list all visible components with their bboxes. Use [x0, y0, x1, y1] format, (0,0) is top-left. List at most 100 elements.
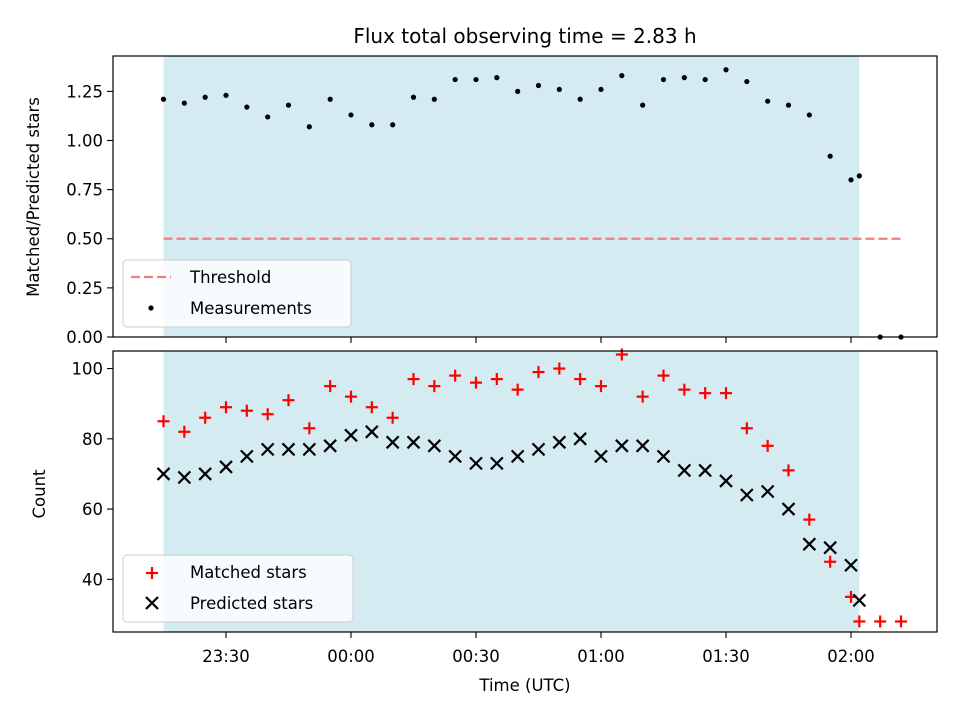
matched-star-point [824, 555, 837, 568]
predicted-star-point [573, 432, 587, 446]
matched-star-point [740, 422, 753, 435]
legend-label-threshold: Threshold [189, 268, 271, 287]
measurement-point [856, 173, 862, 179]
predicted-star-point [385, 435, 400, 450]
matched-star-point [365, 401, 378, 414]
y-tick-label: 0.25 [66, 279, 103, 298]
measurement-point [660, 76, 667, 83]
matched-star-point [470, 376, 482, 389]
matched-star-point [157, 415, 170, 428]
chart-title: Flux total observing time = 2.83 h [353, 24, 696, 48]
predicted-star-point [302, 442, 317, 457]
matched-star-point [574, 373, 587, 386]
predicted-star-point [406, 435, 421, 450]
predicted-star-point [823, 540, 837, 555]
measurement-point [681, 75, 687, 81]
legend-box [122, 554, 354, 623]
measurement-points [160, 67, 904, 340]
legend-label-predicted: Predicted stars [190, 594, 313, 613]
y-axis-ticks: 0.00 0.25 0.50 0.75 1.00 1.25 [66, 82, 113, 347]
predicted-legend-marker [145, 596, 159, 610]
matched-star-point [407, 373, 420, 386]
measurement-point [619, 73, 625, 79]
matched-star-point [657, 369, 670, 382]
predicted-star-point [760, 484, 775, 499]
measurement-point [577, 96, 583, 102]
matched-star-point [449, 369, 462, 382]
measurement-point [369, 122, 375, 128]
measurement-point [265, 114, 271, 120]
predicted-star-point [656, 449, 671, 464]
predicted-star-point [344, 428, 358, 443]
x-tick-label: 01:00 [577, 647, 625, 666]
measurement-point [223, 92, 229, 98]
y-tick-label: 100 [72, 360, 104, 379]
measurement-point [702, 76, 708, 83]
measurements-legend-marker [148, 305, 154, 311]
matched-star-point [178, 425, 191, 438]
matched-star-point [428, 380, 441, 393]
measurement-point [181, 100, 187, 106]
matched-star-point [678, 383, 691, 396]
measurement-point [306, 124, 312, 130]
measurement-point [723, 67, 729, 73]
x-axis-ticks: 23:30 00:00 00:30 01:00 01:30 02:00 [202, 632, 875, 666]
measurement-point [244, 104, 250, 110]
measurement-point [390, 122, 396, 128]
x-tick-label: 02:00 [827, 647, 875, 666]
y-tick-label: 0.75 [66, 181, 103, 200]
predicted-star-point [427, 439, 442, 453]
ratio-panel-frame [112, 55, 938, 338]
y-axis-label: Count [30, 469, 49, 519]
x-axis-ticks [225, 337, 852, 343]
measurement-point [515, 88, 521, 94]
predicted-star-point [531, 442, 546, 457]
y-axis-ticks: 40 60 80 100 [72, 360, 113, 589]
matched-star-point [303, 422, 316, 435]
matched-star-point [199, 411, 212, 424]
predicted-star-point [677, 463, 692, 478]
legend-label-matched: Matched stars [190, 563, 307, 582]
predicted-star-point [448, 449, 462, 464]
predicted-star-point [490, 456, 504, 471]
predicted-star-point [615, 439, 629, 453]
y-tick-label: 1.25 [66, 82, 103, 101]
measurement-point [640, 102, 646, 108]
predicted-star-point [740, 488, 754, 502]
matched-star-point [699, 387, 712, 400]
measurement-point [348, 112, 354, 118]
predicted-star-point [552, 435, 567, 450]
matched-star-point [895, 615, 907, 628]
matched-star-point [282, 394, 295, 407]
matched-star-point [553, 362, 566, 375]
measurement-point [410, 94, 417, 100]
y-axis-label: Matched/Predicted stars [24, 97, 43, 297]
matched-star-point [761, 439, 774, 452]
y-tick-label: 1.00 [66, 131, 103, 150]
ratio-legend: Threshold Measurements [122, 259, 352, 328]
predicted-star-point [635, 439, 650, 453]
measurement-point [598, 86, 604, 93]
measurement-point [494, 75, 500, 81]
predicted-star-point [510, 449, 525, 464]
matched-star-point [874, 615, 887, 628]
matched-star-point [853, 615, 866, 628]
y-tick-label: 0.00 [66, 328, 103, 347]
matched-star-point [261, 408, 274, 421]
predicted-star-point [852, 593, 867, 608]
matched-star-point [345, 390, 357, 403]
count-legend: Matched stars Predicted stars [122, 554, 354, 623]
measurement-point [848, 177, 854, 183]
measurement-point [765, 98, 771, 104]
matched-star-point [720, 387, 732, 400]
predicted-star-point [156, 467, 171, 481]
predicted-star-point [323, 439, 337, 453]
predicted-star-point [719, 474, 733, 488]
matched-star-point [240, 404, 253, 417]
matched-star-point [490, 373, 503, 386]
predicted-star-point [802, 537, 817, 551]
measurement-point [827, 153, 833, 159]
x-tick-label: 23:30 [202, 647, 250, 666]
ratio-panel: 0.00 0.25 0.50 0.75 1.00 1.25 Matched/Predict… [24, 55, 938, 347]
y-tick-label: 40 [82, 570, 103, 589]
